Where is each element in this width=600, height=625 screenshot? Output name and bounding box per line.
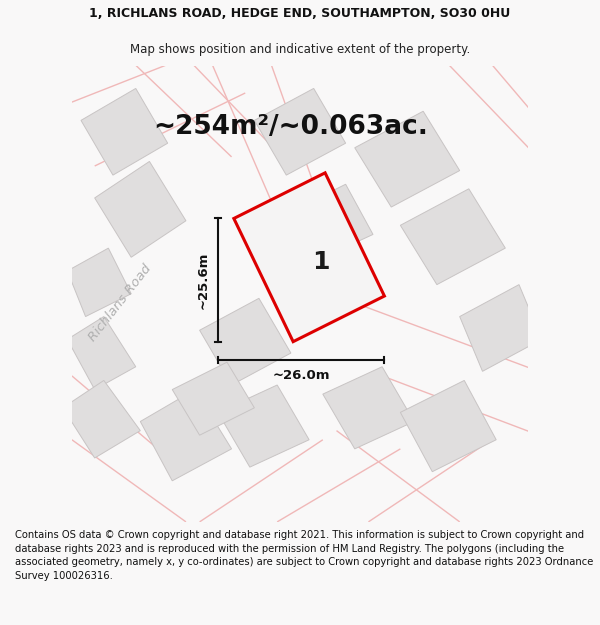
Polygon shape [323, 367, 414, 449]
Polygon shape [460, 284, 542, 371]
Polygon shape [254, 88, 346, 175]
Polygon shape [67, 248, 131, 316]
Polygon shape [400, 189, 505, 284]
Text: ~254m²/~0.063ac.: ~254m²/~0.063ac. [154, 114, 428, 140]
Text: ~25.6m: ~25.6m [197, 251, 209, 309]
Text: Map shows position and indicative extent of the property.: Map shows position and indicative extent… [130, 42, 470, 56]
Polygon shape [234, 173, 385, 342]
Polygon shape [172, 362, 254, 435]
Polygon shape [95, 161, 186, 258]
Polygon shape [355, 111, 460, 207]
Text: ~26.0m: ~26.0m [272, 369, 330, 382]
Text: 1, RICHLANS ROAD, HEDGE END, SOUTHAMPTON, SO30 0HU: 1, RICHLANS ROAD, HEDGE END, SOUTHAMPTON… [89, 7, 511, 19]
Polygon shape [63, 381, 140, 458]
Polygon shape [291, 184, 373, 262]
Polygon shape [67, 316, 136, 389]
Polygon shape [81, 88, 167, 175]
Text: Richlans Road: Richlans Road [86, 262, 154, 344]
Polygon shape [400, 381, 496, 472]
Polygon shape [140, 389, 232, 481]
Polygon shape [218, 385, 309, 467]
Polygon shape [200, 298, 291, 385]
Text: Contains OS data © Crown copyright and database right 2021. This information is : Contains OS data © Crown copyright and d… [15, 530, 593, 581]
Text: 1: 1 [312, 250, 329, 274]
